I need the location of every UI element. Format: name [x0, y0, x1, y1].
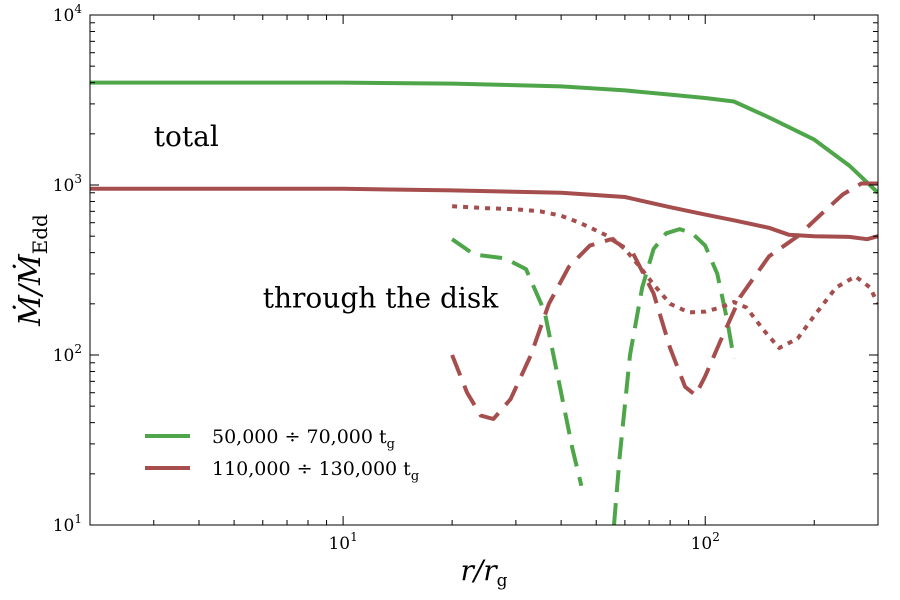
- legend: 50,000 ÷ 70,000 tg 110,000 ÷ 130,000 tg: [145, 426, 419, 484]
- series-line-dashed-2: [450, 237, 584, 487]
- x-axis-label: r/rg: [460, 554, 507, 591]
- tick-layer: 101 102 101 102 103 104: [53, 2, 879, 554]
- y-tick-label: 102: [53, 342, 82, 366]
- legend-label: 50,000 ÷ 70,000 tg: [212, 426, 395, 452]
- series-line-dashed-4: [450, 181, 878, 421]
- y-tick-label: 103: [53, 172, 82, 196]
- x-tick-label: 101: [328, 530, 357, 554]
- x-tick-label: 102: [691, 530, 720, 554]
- series-line-solid-0: [90, 80, 878, 195]
- series-layer: [90, 80, 878, 525]
- plot-frame: [89, 14, 879, 526]
- y-tick-label: 104: [53, 2, 83, 26]
- series-line-dashed-3: [612, 227, 736, 525]
- annotation-text: through the disk: [263, 282, 499, 315]
- axis-labels: r/rg Ṁ/ṀEdd: [12, 214, 508, 591]
- series-line-solid-1: [90, 186, 878, 242]
- legend-label: 110,000 ÷ 130,000 tg: [212, 458, 419, 484]
- y-axis-label: Ṁ/ṀEdd: [12, 214, 52, 327]
- annotation-text: total: [154, 120, 219, 153]
- plot-area: [90, 15, 878, 525]
- annotation-layer: total through the disk: [154, 120, 499, 315]
- y-tick-label: 101: [53, 512, 82, 536]
